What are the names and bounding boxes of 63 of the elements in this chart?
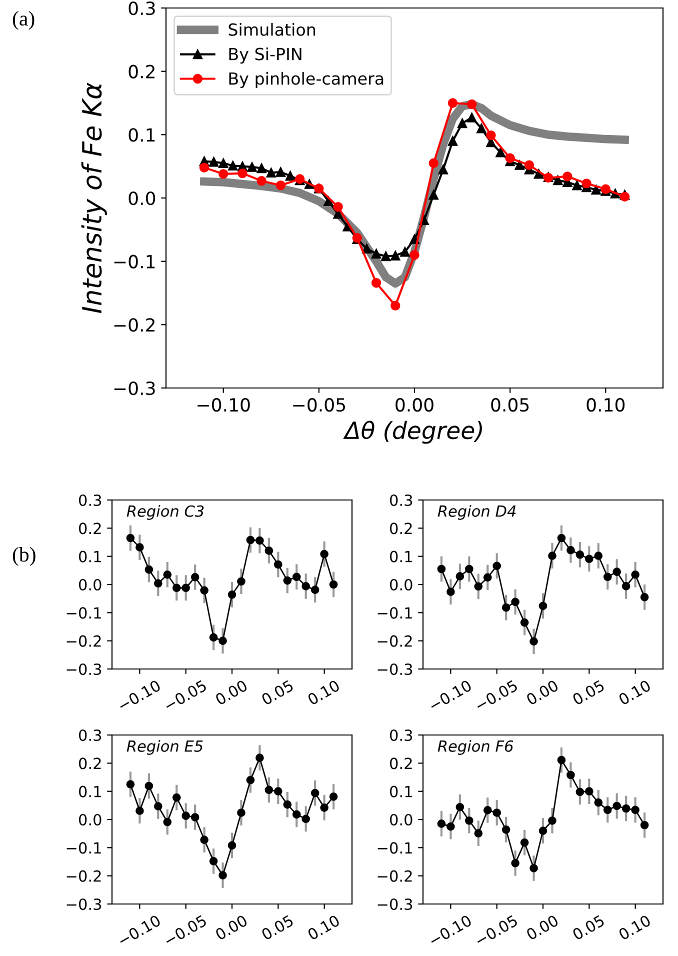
y-tick-label: 0.0 <box>78 578 102 591</box>
y-tick-label: 0.3 <box>128 1 155 16</box>
y-tick-label: 0.1 <box>128 128 155 142</box>
y-tick-label: −0.2 <box>378 635 412 647</box>
y-tick-label: −0.3 <box>66 663 102 676</box>
x-tick-label: 0.10 <box>618 679 652 706</box>
y-tick-label: 0.1 <box>390 550 412 562</box>
x-tick-label: 0.00 <box>526 679 560 706</box>
text: (a) <box>12 11 34 30</box>
x-tick-label: 0.10 <box>306 679 340 706</box>
y-tick-label: 0.3 <box>390 729 412 742</box>
chart-title: Region D4 <box>438 505 516 520</box>
y-tick-label: −0.1 <box>114 254 155 268</box>
y-tick-label: 0.1 <box>78 786 101 798</box>
y-tick-label: 0.2 <box>128 64 154 78</box>
text: (b) <box>12 547 36 566</box>
y-tick-label: 0.1 <box>390 786 412 798</box>
y-tick-label: 0.3 <box>78 494 102 506</box>
y-tick-label: −0.1 <box>66 607 101 619</box>
legend-label: By Si-PIN <box>229 47 302 64</box>
y-tick-label: 0.0 <box>390 814 412 826</box>
y-tick-label: 0.0 <box>78 814 102 826</box>
y-tick-label: −0.3 <box>378 898 412 910</box>
x-tick-label: −0.05 <box>293 398 346 412</box>
chart-title: Region F6 <box>438 740 514 755</box>
y-tick-label: −0.3 <box>378 663 412 676</box>
x-tick-label: 0.00 <box>396 398 434 412</box>
y-tick-label: 0.3 <box>390 494 412 506</box>
y-tick-label: 0.2 <box>78 758 101 770</box>
legend-label: Simulation <box>228 23 316 36</box>
x-tick-label: 0.00 <box>526 914 560 940</box>
y-tick-label: 0.2 <box>390 522 412 534</box>
y-tick-label: 0.2 <box>390 758 412 770</box>
chart-title: Region E5 <box>126 740 203 755</box>
y-tick-label: −0.1 <box>378 607 412 619</box>
y-tick-label: −0.2 <box>378 870 412 882</box>
chart-title: Region C3 <box>126 505 204 520</box>
y-tick-label: 0.3 <box>78 729 102 742</box>
y-tick-label: 0.2 <box>78 522 101 534</box>
y-tick-label: −0.3 <box>66 898 102 910</box>
x-tick-label: 0.10 <box>618 914 652 940</box>
x-tick-label: 0.00 <box>214 914 248 940</box>
y-tick-label: −0.2 <box>114 318 154 332</box>
x-tick-label: 0.10 <box>306 914 340 940</box>
y-tick-label: 0.1 <box>78 550 101 562</box>
x-tick-label: 0.10 <box>586 398 625 412</box>
x-tick-label: 0.05 <box>260 914 294 940</box>
x-tick-label: 0.05 <box>572 680 605 706</box>
x-tick-label: 0.00 <box>214 679 248 706</box>
y-tick-label: −0.2 <box>66 635 101 647</box>
y-tick-label: 0.0 <box>390 578 412 591</box>
y-axis-title: Intensity of Fe Kα <box>81 82 107 314</box>
y-tick-label: −0.2 <box>66 870 101 882</box>
legend-label: By pinhole-camera <box>229 72 384 88</box>
y-tick-label: −0.1 <box>378 842 412 854</box>
y-tick-label: −0.1 <box>66 842 101 854</box>
x-tick-label: 0.05 <box>572 914 605 940</box>
x-tick-label: −0.10 <box>198 398 250 412</box>
y-tick-label: −0.3 <box>114 381 155 396</box>
y-tick-label: 0.0 <box>128 191 156 206</box>
x-tick-label: 0.05 <box>491 398 529 412</box>
x-tick-label: 0.05 <box>260 680 294 706</box>
x-axis-title: Δθ (degree) <box>343 420 482 444</box>
